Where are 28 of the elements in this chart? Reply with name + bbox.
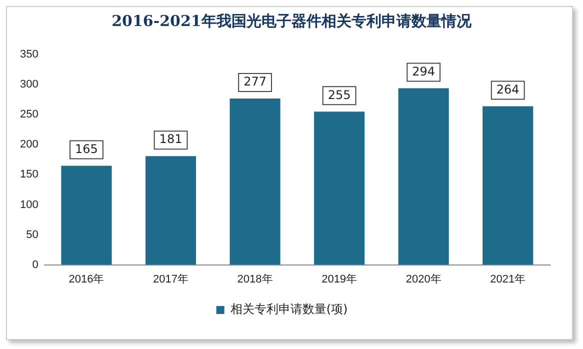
y-tick-label: 350 [20,48,38,61]
data-label: 255 [328,88,351,102]
data-label: 277 [244,74,266,89]
y-tick-label: 150 [20,168,38,181]
y-tick-label: 250 [20,108,38,121]
y-tick-label: 300 [20,78,38,91]
x-tick-label: 2018年 [237,273,273,286]
y-tick-label: 100 [20,198,38,211]
bar [230,98,280,265]
y-tick-label: 200 [20,138,38,151]
bar [314,112,365,265]
x-tick-label: 2017年 [153,273,189,286]
x-tick-label: 2021年 [490,273,526,286]
bar [398,88,449,265]
bar [482,106,534,265]
y-tick-label: 50 [26,228,38,241]
x-tick-label: 2020年 [406,273,442,286]
y-tick-label: 0 [32,258,38,271]
bar [145,156,196,265]
data-label: 165 [75,142,98,156]
data-label: 294 [412,64,436,78]
data-label: 181 [159,132,182,146]
bar [61,166,112,265]
x-tick-label: 2019年 [322,273,358,286]
chart-title: 2016-2021年我国光电子器件相关专利申请数量情况 [110,12,472,31]
data-label: 264 [496,82,520,96]
x-tick-label: 2016年 [68,273,104,286]
legend-label: 相关专利申请数量(项) [230,302,348,316]
